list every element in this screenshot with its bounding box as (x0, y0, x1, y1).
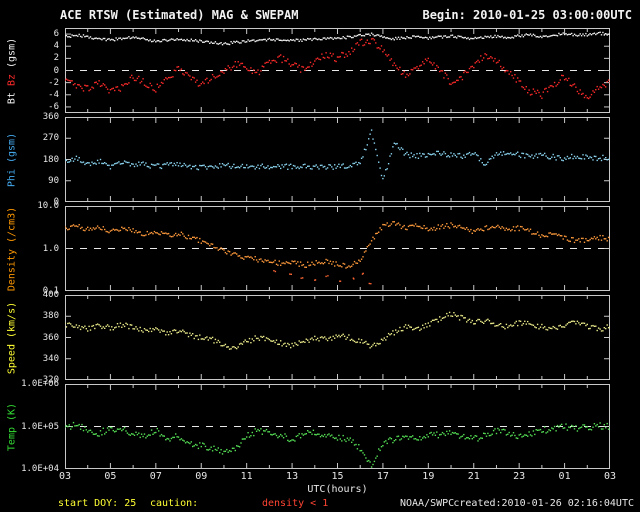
y-tick-label: -4 (48, 89, 59, 100)
footer-status-line: start DOY: 25 caution: density < 1 NOAA/… (0, 498, 640, 510)
y-tick-label: 1.0E+05 (21, 421, 59, 432)
x-tick-label: 01 (558, 471, 571, 482)
x-tick-label: 07 (149, 471, 162, 482)
panel-svg-mag (65, 28, 610, 113)
panel-svg-speed (65, 295, 610, 380)
y-tick-label: 340 (42, 353, 59, 364)
y-tick-label: 380 (42, 311, 59, 322)
panel-mag-bt-bz: Bt Bz (gsm) 6 4 2 0 -2 -4 -6 (0, 28, 640, 113)
y-tick-label: 320 (42, 375, 59, 385)
panel-speed: Speed (km/s) 400 380 360 340 320 (0, 290, 640, 385)
x-tick-label: 11 (240, 471, 253, 482)
panel-temp: Temp (K) 1.0E+06 1.0E+05 1.0E+04 (0, 379, 640, 474)
y-tick-label: -6 (48, 101, 59, 112)
x-tick-label: 13 (286, 471, 299, 482)
y-tick-label: 270 (42, 133, 59, 144)
y-tick-labels-speed: 400 380 360 340 320 (0, 290, 61, 385)
series-Density (65, 221, 610, 269)
panel-svg-temp (65, 384, 610, 469)
y-tick-labels-density: 10.0 1.0 0.1 (0, 201, 61, 296)
series-Bt (65, 31, 610, 46)
created-timestamp: created:2010-01-26 02:16:04UTC (453, 498, 634, 509)
caution-label: caution: (150, 498, 199, 509)
plot-area-speed (65, 295, 610, 380)
series-Speed (65, 311, 610, 350)
series-Bz (65, 37, 610, 100)
title-bar: ACE RTSW (Estimated) MAG & SWEPAM Begin:… (0, 8, 640, 24)
y-tick-label: 10.0 (37, 201, 59, 211)
y-tick-label: -2 (48, 77, 59, 88)
series-Phi (65, 129, 610, 180)
x-tick-label: 03 (58, 471, 72, 482)
panel-density: Density (/cm3) 10.0 1.0 0.1 (0, 201, 640, 296)
y-tick-labels-phi: 360 270 180 90 0 (0, 112, 61, 207)
y-tick-label: 6 (53, 29, 59, 40)
x-tick-label: 19 (422, 471, 435, 482)
series-Temp (65, 421, 610, 468)
x-axis-label: UTC(hours) (307, 484, 368, 495)
agency-credit: NOAA/SWPC (400, 498, 455, 509)
y-tick-label: 360 (42, 332, 59, 343)
y-tick-label: 0 (53, 197, 59, 207)
plot-area-density (65, 206, 610, 291)
y-tick-labels-temp: 1.0E+06 1.0E+05 1.0E+04 (0, 379, 61, 474)
panel-svg-phi (65, 117, 610, 202)
plot-area-mag (65, 28, 610, 113)
panel-phi: Phi (gsm) 360 270 180 90 0 (0, 112, 640, 207)
x-tick-label: 23 (513, 471, 526, 482)
y-tick-label: 1.0 (42, 243, 59, 254)
plot-area-temp (65, 384, 610, 469)
x-tick-label: 03 (603, 471, 617, 482)
y-tick-label: 1.0E+06 (21, 379, 59, 389)
x-tick-label: 09 (195, 471, 208, 482)
y-tick-label: 0.1 (42, 286, 59, 296)
y-tick-label: 90 (48, 175, 59, 186)
y-tick-label: 360 (42, 112, 59, 122)
x-tick-label: 21 (467, 471, 480, 482)
y-tick-label: 4 (53, 41, 59, 52)
x-tick-labels: 03 05 07 09 11 13 15 17 19 21 23 01 03 (59, 471, 616, 483)
panel-svg-density (65, 206, 610, 291)
caution-value: density < 1 (262, 498, 329, 509)
x-tick-label: 15 (331, 471, 344, 482)
y-tick-label: 0 (53, 65, 59, 76)
x-tick-label: 05 (104, 471, 117, 482)
series-Density-low-scatter (273, 270, 372, 285)
x-tick-label: 17 (376, 471, 389, 482)
y-tick-labels-mag: 6 4 2 0 -2 -4 -6 (0, 28, 61, 113)
y-tick-label: 180 (42, 154, 59, 165)
y-tick-label: 1.0E+04 (21, 464, 59, 474)
plot-title: ACE RTSW (Estimated) MAG & SWEPAM (60, 8, 299, 22)
y-tick-label: 2 (53, 53, 59, 64)
plot-area-phi (65, 117, 610, 202)
start-doy: start DOY: 25 (58, 498, 137, 509)
begin-timestamp: Begin: 2010-01-25 03:00:00UTC (422, 8, 632, 22)
y-tick-label: 400 (42, 290, 59, 300)
